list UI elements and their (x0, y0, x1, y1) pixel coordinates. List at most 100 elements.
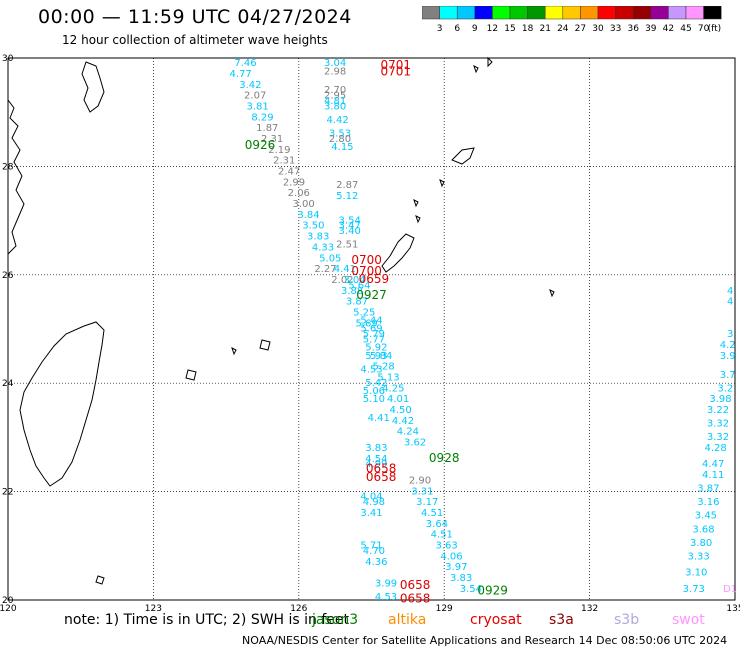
coastline (7, 99, 25, 255)
swh-value: 3.83 (365, 443, 387, 454)
swh-value: 3.99 (375, 578, 397, 589)
credit-line: NOAA/NESDIS Center for Satellite Applica… (242, 634, 728, 647)
coastlines (7, 56, 555, 585)
page-title: 00:00 — 11:59 UTC 04/27/2024 (38, 6, 352, 28)
color-tick-label: 27 (575, 24, 586, 34)
color-tick-label: 45 (680, 24, 691, 34)
swh-value: 3.42 (239, 80, 261, 91)
swh-value: 3.68 (692, 524, 714, 535)
swh-value: 4.04 (360, 492, 382, 503)
swh-value: 3.87 (346, 297, 368, 308)
swh-value: 5.77 (363, 335, 385, 346)
coastline (473, 65, 479, 74)
swh-value: 3.84 (297, 210, 319, 221)
color-tick-label: 42 (663, 24, 674, 34)
swh-value: 3.73 (683, 584, 705, 595)
swh-value: 3.7 (720, 370, 736, 381)
swh-value: 2.90 (409, 475, 431, 486)
swh-value: 3.00 (293, 199, 315, 210)
swh-value: 3.17 (416, 497, 438, 508)
pass-time-label: 0927 (356, 288, 387, 302)
coastline (231, 347, 237, 356)
lon-tick-label: 120 (0, 604, 17, 614)
swh-value: 3.62 (404, 438, 426, 449)
swh-value: 5.64 (348, 280, 370, 291)
swh-value: 5.79 (363, 329, 385, 340)
swh-value: 3.87 (697, 484, 719, 495)
color-tick-label: 15 (504, 24, 515, 34)
swh-values: 7.464.773.422.073.818.291.872.312.192.31… (230, 58, 738, 603)
swh-value: 4.36 (365, 557, 387, 568)
lat-lon-grid (8, 58, 735, 600)
color-swatch (668, 6, 687, 20)
swh-value: 2.51 (336, 240, 358, 251)
swh-value: 4.81 (324, 96, 346, 107)
swh-value: 3.97 (445, 562, 467, 573)
swh-value: 3.2 (717, 383, 733, 394)
swh-value: 4.41 (368, 413, 390, 424)
swh-value: 5.12 (336, 191, 358, 202)
mission-label-s3a: s3a (549, 612, 574, 628)
coastline (81, 61, 105, 113)
color-unit-label: (ft) (708, 24, 722, 34)
color-swatch (456, 6, 476, 20)
coastline (95, 575, 105, 585)
swh-value: 3.83 (307, 232, 329, 243)
lat-tick-label: 30 (2, 54, 14, 64)
swh-value: 2.80 (329, 134, 351, 145)
coastline (415, 215, 421, 224)
swh-value: 7.46 (234, 58, 256, 69)
swh-value: 3.33 (688, 551, 710, 562)
swh-value: 8.29 (251, 112, 273, 123)
swh-value: 4.70 (363, 546, 385, 557)
coastline (413, 199, 419, 208)
swh-value: 5.05 (319, 253, 341, 264)
swh-value: 2.99 (283, 177, 305, 188)
color-swatch (632, 6, 652, 20)
swh-value: 4.51 (421, 508, 443, 519)
swh-value: 4.47 (702, 459, 724, 470)
swh-value: 4.51 (431, 530, 453, 541)
swh-value: 3.53 (329, 129, 351, 140)
swh-value: 4.11 (702, 470, 724, 481)
color-swatch (474, 6, 493, 20)
color-swatch (650, 6, 669, 20)
swh-value: 4.15 (331, 142, 353, 153)
color-swatch (422, 6, 440, 20)
pass-time-label: 0658 (400, 592, 431, 606)
mission-label-cryosat: cryosat (470, 612, 522, 628)
pass-time-labels: 0701070109260700070006590927092806580658… (245, 58, 508, 606)
swh-value: 2.07 (244, 91, 266, 102)
lat-tick-labels: 30 28 26 24 22 20 (2, 54, 14, 606)
color-tick-label: 21 (539, 24, 550, 34)
color-tick-label: 33 (610, 24, 621, 34)
lat-tick-label: 24 (2, 379, 14, 389)
swh-value: 2.31 (261, 134, 283, 145)
swh-value: 3.80 (690, 538, 712, 549)
swh-value: 4.99 (365, 459, 387, 470)
lon-tick-label: 126 (290, 604, 307, 614)
swh-value: 3.47 (339, 221, 361, 232)
swh-value: 4.98 (363, 497, 385, 508)
pass-time-label: 0929 (477, 584, 508, 598)
swh-value: 3 (727, 329, 733, 340)
swh-value: 4.50 (389, 405, 411, 416)
color-tick-label: 39 (645, 24, 657, 34)
swh-value: 3.10 (685, 568, 707, 579)
swh-value: 4.41 (334, 264, 356, 275)
swh-value: 4.2 (720, 340, 736, 351)
swh-value: 3.31 (411, 486, 433, 497)
swh-value: 4.42 (326, 115, 348, 126)
color-swatch (685, 6, 704, 20)
pass-time-label: 0700 (351, 253, 382, 267)
swh-value: 4.28 (704, 443, 726, 454)
coastline (185, 369, 197, 381)
color-tick-label: 6 (454, 24, 460, 34)
pass-time-label: 0926 (245, 138, 276, 152)
swh-value: 3.22 (707, 405, 729, 416)
swh-value: 2.27 (314, 264, 336, 275)
coastline (259, 339, 271, 351)
mission-label-swot: swot (672, 612, 705, 628)
color-swatch (703, 6, 722, 20)
